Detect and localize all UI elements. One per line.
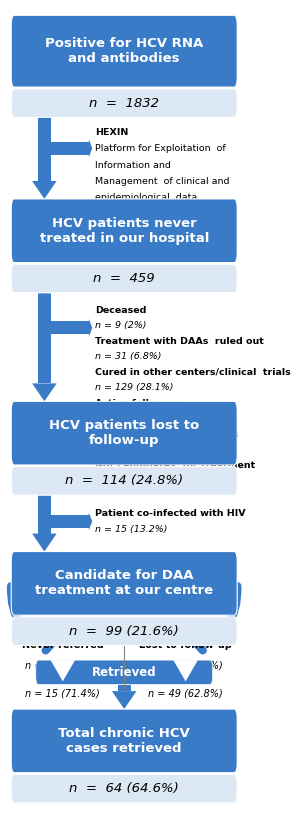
- FancyBboxPatch shape: [11, 401, 237, 465]
- Bar: [38, 495, 51, 533]
- Text: n = 49 (62.8%): n = 49 (62.8%): [148, 689, 223, 699]
- Text: n = 78 (78.8%): n = 78 (78.8%): [148, 660, 223, 670]
- Text: Positive for HCV RNA
and antibodies: Positive for HCV RNA and antibodies: [45, 37, 203, 66]
- Polygon shape: [89, 513, 92, 530]
- Text: Patient co-infected with HIV: Patient co-infected with HIV: [95, 509, 245, 518]
- Text: n  =  459: n = 459: [93, 272, 155, 285]
- Text: Active follow-up: Active follow-up: [95, 399, 181, 408]
- Bar: [51, 515, 89, 528]
- Bar: [51, 142, 89, 155]
- Text: Retrieved: Retrieved: [92, 666, 157, 679]
- Text: Information and: Information and: [95, 161, 171, 170]
- Text: Management  of clinical and: Management of clinical and: [95, 177, 229, 186]
- Text: HCV patients lost to
follow-up: HCV patients lost to follow-up: [49, 419, 199, 447]
- Polygon shape: [32, 383, 57, 401]
- Polygon shape: [173, 660, 198, 681]
- Text: Total chronic HCV
cases retrieved: Total chronic HCV cases retrieved: [58, 727, 190, 755]
- FancyBboxPatch shape: [11, 88, 237, 117]
- Polygon shape: [32, 533, 57, 551]
- Text: Treatment with DAAs  ruled out: Treatment with DAAs ruled out: [95, 337, 264, 346]
- Text: n = 15 (13.2%): n = 15 (13.2%): [95, 525, 167, 534]
- Text: n = 15 (71.4%): n = 15 (71.4%): [26, 689, 100, 699]
- Text: From to other health areas: From to other health areas: [95, 430, 238, 439]
- Bar: [38, 117, 51, 181]
- Text: n  =  114 (24.8%): n = 114 (24.8%): [65, 474, 183, 487]
- Text: Not candidates  for treatment: Not candidates for treatment: [95, 461, 255, 470]
- Text: n = 64 (13.9%): n = 64 (13.9%): [95, 446, 167, 455]
- Text: Lost to follow-up: Lost to follow-up: [139, 640, 232, 650]
- FancyBboxPatch shape: [11, 617, 237, 645]
- Bar: [38, 292, 51, 383]
- Text: n  =  1832: n = 1832: [89, 97, 159, 110]
- FancyBboxPatch shape: [11, 551, 237, 615]
- Polygon shape: [89, 139, 92, 157]
- Text: n = 31 (6.8%): n = 31 (6.8%): [95, 352, 161, 361]
- Text: Cured in other centers/clinical  trials: Cured in other centers/clinical trials: [95, 368, 290, 377]
- FancyBboxPatch shape: [11, 774, 237, 803]
- Polygon shape: [112, 691, 136, 709]
- FancyBboxPatch shape: [11, 265, 237, 292]
- Polygon shape: [89, 319, 92, 337]
- Text: n = 21 (21.2%): n = 21 (21.2%): [26, 660, 100, 670]
- Text: Never referred: Never referred: [22, 640, 104, 650]
- Text: n  =  64 (64.6%): n = 64 (64.6%): [69, 782, 179, 795]
- Bar: [118, 685, 130, 691]
- Text: HEXIN: HEXIN: [95, 128, 128, 137]
- Text: n = 11 (2.4%): n = 11 (2.4%): [95, 477, 161, 486]
- FancyBboxPatch shape: [11, 16, 237, 87]
- Bar: [51, 321, 89, 334]
- Text: epidemiological  data: epidemiological data: [95, 193, 197, 202]
- FancyArrowPatch shape: [11, 586, 55, 650]
- Text: n = 129 (28.1%): n = 129 (28.1%): [95, 383, 173, 392]
- FancyBboxPatch shape: [36, 660, 213, 685]
- Text: HCV patients never
treated in our hospital: HCV patients never treated in our hospit…: [40, 217, 209, 245]
- Polygon shape: [50, 660, 75, 681]
- FancyBboxPatch shape: [11, 199, 237, 263]
- FancyArrowPatch shape: [194, 586, 237, 650]
- FancyBboxPatch shape: [11, 709, 237, 772]
- Text: n = 101 (22%): n = 101 (22%): [95, 414, 164, 423]
- Text: n  =  99 (21.6%): n = 99 (21.6%): [69, 625, 179, 638]
- Text: Candidate for DAA
treatment at our centre: Candidate for DAA treatment at our centr…: [35, 569, 213, 597]
- Polygon shape: [32, 181, 57, 199]
- Text: Deceased: Deceased: [95, 305, 146, 314]
- Text: Platform for Exploitation  of: Platform for Exploitation of: [95, 144, 226, 153]
- FancyBboxPatch shape: [11, 467, 237, 495]
- Text: n = 9 (2%): n = 9 (2%): [95, 321, 146, 330]
